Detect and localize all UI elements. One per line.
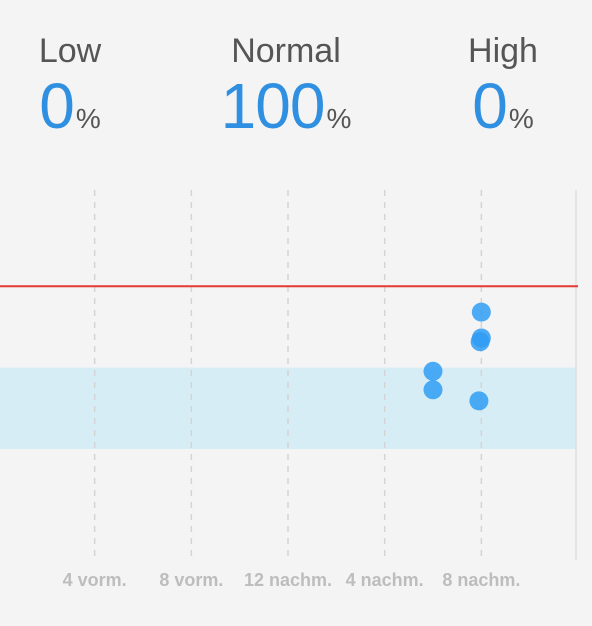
high-stat: High 0% bbox=[413, 30, 592, 156]
summary-stats: Low 0% Normal 100% High 0% bbox=[0, 0, 592, 160]
x-tick-label-1: 4 vorm. bbox=[63, 570, 127, 590]
normal-unit: % bbox=[326, 103, 352, 134]
low-label: Low bbox=[38, 32, 102, 70]
normal-value: 100 bbox=[220, 70, 326, 142]
high-label: High bbox=[468, 32, 538, 70]
data-point-1 bbox=[423, 361, 443, 381]
x-tick-label-4: 4 nachm. bbox=[346, 570, 424, 590]
normal-label: Normal bbox=[231, 32, 341, 70]
low-unit: % bbox=[75, 103, 101, 134]
normal-stat: Normal 100% bbox=[196, 30, 376, 156]
data-point-5 bbox=[470, 332, 490, 352]
high-value: 0 bbox=[472, 70, 508, 142]
data-point-6 bbox=[469, 391, 489, 411]
low-stat: Low 0% bbox=[0, 30, 160, 156]
x-tick-label-5: 8 nachm. bbox=[442, 570, 520, 590]
x-tick-label-3: 12 nachm. bbox=[244, 570, 332, 590]
data-point-3 bbox=[471, 302, 491, 322]
data-point-2 bbox=[423, 380, 443, 400]
x-tick-label-2: 8 vorm. bbox=[159, 570, 223, 590]
low-value: 0 bbox=[39, 70, 75, 142]
high-unit: % bbox=[508, 103, 534, 134]
